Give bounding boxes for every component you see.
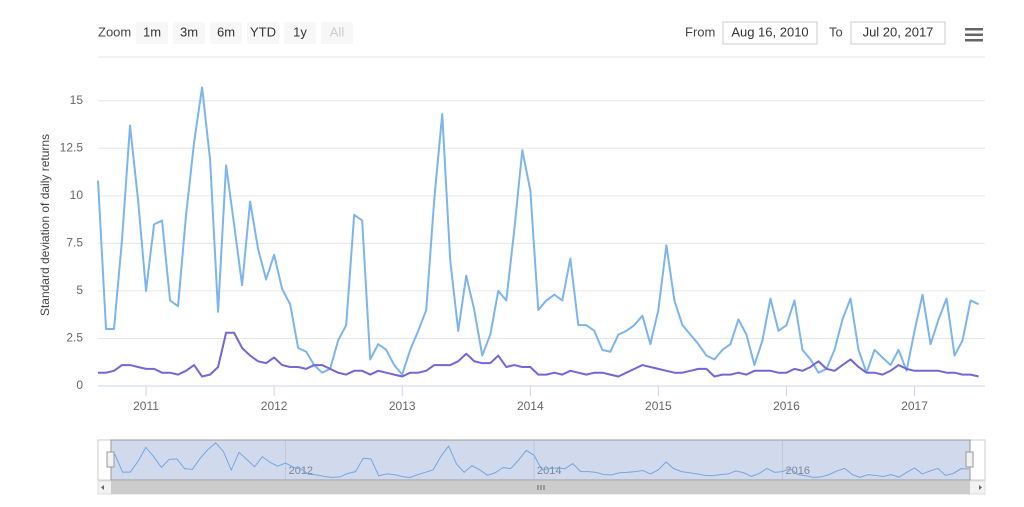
zoom-button[interactable] bbox=[247, 22, 279, 44]
zoom-button-label[interactable]: 1m bbox=[143, 24, 161, 39]
navigator-handle[interactable] bbox=[965, 451, 974, 468]
menu-button[interactable] bbox=[965, 28, 983, 42]
navigator-mask[interactable] bbox=[110, 439, 971, 481]
to-label: To bbox=[829, 24, 843, 39]
zoom-button-label[interactable]: 6m bbox=[217, 24, 235, 39]
data-line bbox=[98, 331, 979, 378]
to-input[interactable] bbox=[850, 21, 946, 45]
y-tick-label: 12.5 bbox=[60, 140, 84, 154]
y-tick-label: 0 bbox=[76, 378, 83, 392]
x-tick-label: 2014 bbox=[517, 399, 544, 413]
zoom-button[interactable] bbox=[136, 22, 168, 44]
from-label: From bbox=[685, 24, 715, 39]
zoom-button[interactable] bbox=[284, 22, 316, 44]
navigator bbox=[97, 439, 986, 481]
from-input[interactable] bbox=[722, 21, 818, 45]
y-tick-label: 2.5 bbox=[66, 331, 83, 345]
to-date[interactable]: Jul 20, 2017 bbox=[863, 24, 934, 39]
menu-bar bbox=[965, 39, 983, 42]
x-tick-label: 2012 bbox=[261, 399, 288, 413]
zoom-button bbox=[321, 22, 353, 44]
data-line bbox=[97, 86, 980, 376]
zoom-button[interactable] bbox=[173, 22, 205, 44]
zoom-button-label[interactable]: 3m bbox=[180, 24, 198, 39]
y-tick-label: 15 bbox=[70, 93, 84, 107]
zoom-button-label[interactable]: YTD bbox=[250, 24, 276, 39]
zoom-button-label: All bbox=[330, 24, 345, 39]
x-tick-label: 2011 bbox=[133, 399, 159, 413]
x-tick-label: 2016 bbox=[773, 399, 800, 413]
navigator-line bbox=[114, 442, 969, 479]
x-tick-label: 2013 bbox=[389, 399, 416, 413]
zoom-label: Zoom bbox=[98, 24, 131, 39]
zoom-button-label[interactable]: 1y bbox=[293, 24, 307, 39]
menu-bar bbox=[965, 28, 983, 31]
y-tick-label: 7.5 bbox=[66, 236, 83, 250]
x-tick-label: 2015 bbox=[645, 399, 672, 413]
navigator-handle[interactable] bbox=[106, 451, 115, 468]
from-date[interactable]: Aug 16, 2010 bbox=[731, 24, 808, 39]
navigator-series: 201220142016 bbox=[114, 441, 969, 479]
y-tick-label: 10 bbox=[70, 188, 84, 202]
range-selector: Zoom 1m 3m 6m YTD 1y All bbox=[98, 22, 353, 44]
navigator-tick-label: 2016 bbox=[786, 465, 810, 477]
y-axis-title: Standard deviation of daily returns bbox=[38, 134, 52, 316]
menu-bar bbox=[965, 33, 983, 36]
x-tick-label: 2017 bbox=[901, 399, 928, 413]
scrollbar-grip bbox=[537, 485, 545, 490]
y-tick-label: 5 bbox=[76, 283, 83, 297]
zoom-button[interactable] bbox=[210, 22, 242, 44]
